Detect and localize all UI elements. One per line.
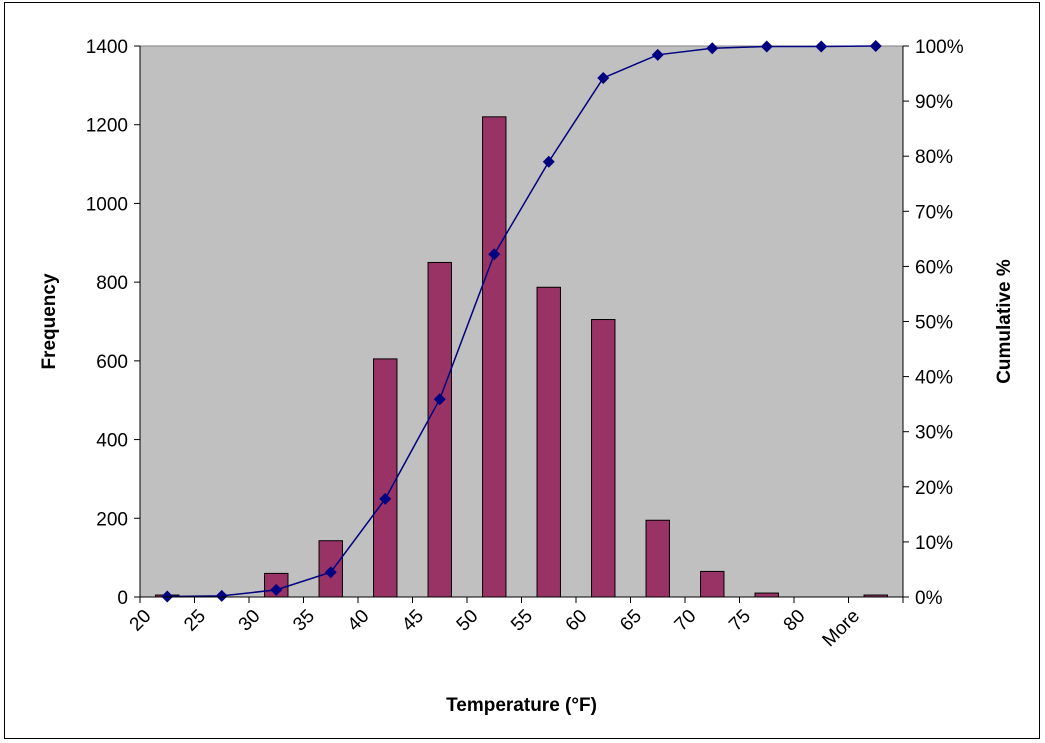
x-axis-ticks: 20 25 30 35 40 45 50 55 60 65 70 75 80 More: [126, 597, 904, 651]
left-tick-label: 1000: [86, 194, 128, 215]
cumulative-marker-65: [651, 48, 664, 61]
x-tick-label-40: 40: [344, 606, 374, 636]
right-tick-label: 70%: [915, 202, 953, 223]
bar-45: [427, 261, 452, 598]
x-tick-label-70: 70: [671, 606, 701, 636]
cumulative-line-series: [161, 40, 882, 603]
right-tick-label: 90%: [915, 92, 953, 113]
bar-65: [645, 519, 670, 598]
x-tick-label-45: 45: [398, 606, 428, 636]
x-tick-label-more: More: [819, 606, 864, 651]
cumulative-marker-20: [161, 590, 174, 603]
left-tick-label: 600: [96, 352, 128, 373]
x-tick-label-50: 50: [453, 606, 483, 636]
left-tick-label: 800: [96, 273, 128, 294]
x-tick-label-25: 25: [180, 606, 210, 636]
x-tick-label-30: 30: [235, 606, 265, 636]
y-axis-title: Frequency: [39, 273, 60, 370]
x-tick-label-65: 65: [616, 606, 646, 636]
y2-axis-title: Cumulative %: [994, 259, 1015, 384]
x-axis-title: Temperature (°F): [446, 695, 597, 716]
cumulative-marker-25: [215, 589, 228, 602]
cumulative-marker-30: [270, 583, 283, 596]
plot-area: [139, 45, 904, 598]
x-tick-label-80: 80: [780, 606, 810, 636]
left-tick-label: 400: [96, 431, 128, 452]
bar-series: [155, 116, 888, 598]
right-tick-label: 60%: [915, 257, 953, 278]
right-tick-label: 20%: [915, 478, 953, 499]
x-tick-label-55: 55: [507, 606, 537, 636]
bar-70: [700, 570, 725, 598]
cumulative-marker-50: [488, 248, 501, 261]
cumulative-marker-75: [760, 40, 773, 53]
cumulative-marker-more: [869, 40, 882, 52]
cumulative-line: [167, 45, 876, 598]
x-tick-label-20: 20: [126, 606, 156, 636]
right-tick-label: 100%: [915, 37, 964, 58]
right-tick-label: 10%: [915, 533, 953, 554]
left-tick-label: 1200: [86, 116, 128, 137]
right-tick-label: 50%: [915, 313, 953, 334]
chart-frame: [4, 2, 1040, 739]
bar-50: [482, 116, 507, 598]
cumulative-marker-70: [706, 42, 719, 55]
left-axis-ticks: 0 200 400 600 800 1000 1200 1400: [86, 37, 140, 609]
cumulative-marker-80: [815, 40, 828, 53]
cumulative-marker-35: [324, 566, 337, 579]
x-tick-label-35: 35: [289, 606, 319, 636]
left-tick-label: 0: [117, 588, 128, 609]
x-tick-label-75: 75: [725, 606, 755, 636]
bar-40: [373, 358, 398, 598]
cumulative-marker-40: [379, 492, 392, 505]
left-tick-label: 1400: [86, 37, 128, 58]
bar-55: [536, 286, 561, 598]
right-tick-label: 0%: [915, 588, 943, 609]
cumulative-marker-45: [433, 393, 446, 406]
bar-75: [754, 592, 779, 598]
right-tick-label: 40%: [915, 368, 953, 389]
right-tick-label: 80%: [915, 147, 953, 168]
x-tick-label-60: 60: [562, 606, 592, 636]
cumulative-marker-60: [597, 71, 610, 84]
left-tick-label: 200: [96, 509, 128, 530]
bar-60: [591, 319, 616, 598]
right-tick-label: 30%: [915, 423, 953, 444]
cumulative-marker-55: [542, 155, 555, 168]
right-axis-ticks: 0% 10% 20% 30% 40% 50% 60% 70% 80% 90% 100%: [903, 37, 964, 609]
